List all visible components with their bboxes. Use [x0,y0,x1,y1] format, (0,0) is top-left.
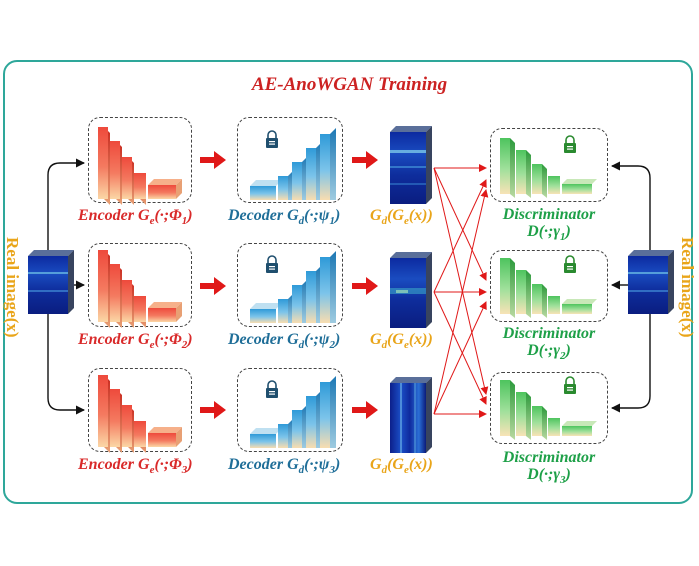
right-input-connectors [611,161,651,413]
real-image-left [28,250,74,314]
encoder-to-decoder-arrows [200,151,226,419]
encoder-label-3: Encoder Ge(·;Φ3) [78,456,193,477]
training-frame [3,60,693,504]
discriminator-label-3: Discriminator D(·;γ3) [502,449,596,487]
generated-image-1 [390,126,432,204]
diagram-title: AE-AnoWGAN Training [251,74,448,95]
decoder-network-1 [250,128,336,200]
cross-connections [433,164,489,418]
generated-label-3: Gd(Ge(x)) [370,456,433,477]
real-image-label-left: Real image(x) [3,237,22,338]
left-input-connectors [47,158,85,415]
discriminator-network-3 [500,380,597,440]
decoder-label-3: Decoder Gd(·;ψ3) [228,456,341,477]
decoder-to-output-arrows [352,151,378,419]
discriminator-network-1 [500,138,597,198]
discriminator-label-1: Discriminator D(·;γ1) [502,206,596,244]
generated-label-1: Gd(Ge(x)) [370,207,433,228]
generated-image-2 [390,252,432,328]
encoder-label-1: Encoder Ge(·;Φ1) [78,207,193,228]
lock-icon [563,255,577,274]
decoder-network-3 [250,376,336,448]
real-image-label-right: Real image(x) [678,237,697,338]
generated-label-2: Gd(Ge(x)) [370,331,433,352]
real-image-right [628,250,674,314]
lock-icon [265,380,279,399]
decoder-network-2 [250,251,336,323]
discriminator-label-2: Discriminator D(·;γ2) [502,325,596,363]
encoder-network-3 [98,375,182,453]
decoder-label-2: Decoder Gd(·;ψ2) [228,331,341,352]
lock-icon [563,376,577,395]
encoder-network-1 [98,127,182,205]
encoder-network-2 [98,250,182,328]
encoder-label-2: Encoder Ge(·;Φ2) [78,331,193,352]
lock-icon [563,135,577,154]
decoder-label-1: Decoder Gd(·;ψ1) [228,207,341,228]
discriminator-network-2 [500,258,597,318]
lock-icon [265,255,279,274]
generated-image-3 [390,377,432,453]
lock-icon [265,130,279,149]
